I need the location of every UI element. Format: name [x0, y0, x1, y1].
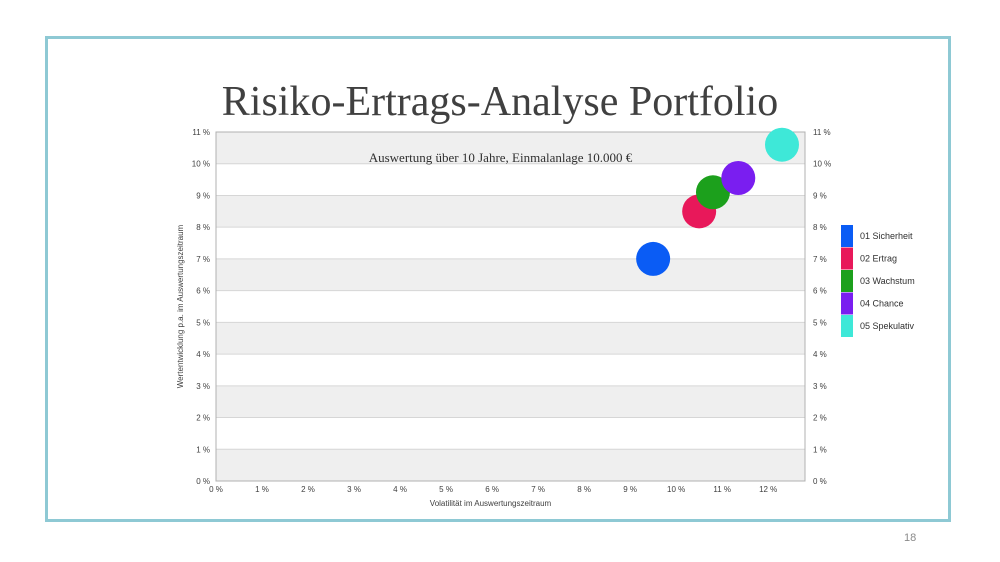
legend-label: 02 Ertrag: [860, 254, 897, 264]
y-tick-label-right: 4 %: [813, 350, 827, 359]
x-tick-label: 12 %: [759, 485, 777, 494]
y-tick-label: 1 %: [196, 445, 210, 454]
legend-label: 05 Spekulativ: [860, 321, 915, 331]
x-axis: 0 % 1 % 2 % 3 % 4 % 5 % 6 % 7 % 8 % 9 % 10 % 11 % 12…: [209, 485, 777, 494]
legend-swatch: [841, 247, 853, 270]
y-axis-right: 0 % 1 % 2 % 3 % 4 % 5 % 6 % 7 % 8 % 9 % 10 % 11 %: [813, 128, 831, 486]
data-points: [636, 127, 799, 276]
grid-band: [216, 385, 805, 418]
grid-band: [216, 227, 805, 259]
data-point: [636, 241, 671, 276]
x-tick-label: 8 %: [577, 485, 591, 494]
y-tick-label: 4 %: [196, 350, 210, 359]
x-tick-label: 7 %: [531, 485, 545, 494]
y-tick-label-right: 11 %: [813, 128, 831, 137]
x-tick-label: 1 %: [255, 485, 269, 494]
y-tick-label-right: 0 %: [813, 477, 827, 486]
y-tick-label-right: 8 %: [813, 223, 827, 232]
x-tick-label: 0 %: [209, 485, 223, 494]
plot-border: [215, 131, 806, 482]
legend-label: 04 Chance: [860, 299, 904, 309]
grid-band: [216, 449, 805, 481]
y-tick-label: 7 %: [196, 255, 210, 264]
grid-band: [216, 290, 805, 323]
y-tick-label: 5 %: [196, 318, 210, 327]
x-tick-label: 2 %: [301, 485, 315, 494]
y-tick-label: 6 %: [196, 287, 210, 296]
grid-band: [216, 132, 805, 164]
x-tick-label: 9 %: [623, 485, 637, 494]
y-tick-label-right: 2 %: [813, 414, 827, 423]
chart-subtitle: Auswertung über 10 Jahre, Einmalanlage 1…: [369, 150, 633, 165]
x-axis-title: Volatilität im Auswertungszeitraum: [430, 499, 552, 508]
legend-swatch: [841, 292, 853, 315]
y-tick-label: 3 %: [196, 382, 210, 391]
x-tick-label: 11 %: [713, 485, 731, 494]
y-tick-label-right: 10 %: [813, 160, 831, 169]
y-tick-label-right: 9 %: [813, 191, 827, 200]
y-tick-label-right: 7 %: [813, 255, 827, 264]
x-tick-label: 10 %: [667, 485, 685, 494]
y-tick-label-right: 3 %: [813, 382, 827, 391]
x-tick-label: 3 %: [347, 485, 361, 494]
y-tick-label: 8 %: [196, 223, 210, 232]
y-tick-label-right: 1 %: [813, 445, 827, 454]
legend-swatch: [841, 225, 853, 247]
x-tick-label: 6 %: [485, 485, 499, 494]
grid-band: [216, 354, 805, 386]
grid-band: [216, 322, 805, 355]
legend-label: 01 Sicherheit: [860, 231, 913, 241]
y-tick-label: 0 %: [196, 477, 210, 486]
grid-band: [216, 258, 805, 291]
y-tick-label: 10 %: [192, 160, 210, 169]
legend-label: 03 Wachstum: [860, 276, 915, 286]
slide-title: Risiko-Ertrags-Analyse Portfolio: [221, 79, 779, 125]
slide-number: 18: [904, 532, 917, 544]
y-tick-label: 11 %: [192, 128, 210, 137]
data-point: [721, 161, 756, 196]
grid-band: [216, 417, 805, 450]
legend: 01 Sicherheit 02 Ertrag 03 Wachstum 04 Chan…: [841, 225, 915, 337]
data-point: [695, 175, 730, 210]
x-tick-label: 5 %: [439, 485, 453, 494]
y-tick-label: 2 %: [196, 414, 210, 423]
legend-swatch: [841, 315, 853, 337]
y-axis-left: 0 % 1 % 2 % 3 % 4 % 5 % 6 % 7 % 8 % 9 % 10 % 11 %: [192, 128, 210, 486]
y-axis-title: Wertentwicklung p.a. im Auswertungszeitr…: [176, 224, 185, 388]
legend-swatch: [841, 270, 853, 292]
data-point: [764, 127, 799, 162]
y-tick-label-right: 6 %: [813, 287, 827, 296]
y-tick-label-right: 5 %: [813, 318, 827, 327]
y-tick-label: 9 %: [196, 191, 210, 200]
x-tick-label: 4 %: [393, 485, 407, 494]
